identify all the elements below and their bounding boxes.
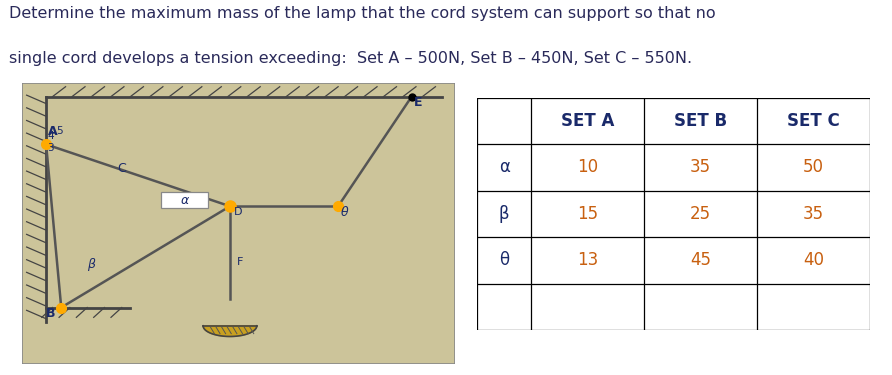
Text: A: A [48, 124, 58, 138]
Text: Determine the maximum mass of the lamp that the cord system can support so that : Determine the maximum mass of the lamp t… [9, 6, 715, 21]
Text: β: β [499, 205, 509, 223]
Text: β: β [87, 258, 95, 271]
Text: 5: 5 [56, 126, 62, 136]
Text: SET A: SET A [561, 112, 615, 130]
Text: 45: 45 [690, 251, 711, 269]
Text: α: α [499, 158, 509, 176]
Text: θ: θ [500, 251, 509, 269]
Text: 4: 4 [47, 131, 54, 141]
Text: B: B [46, 308, 55, 320]
Text: single cord develops a tension exceeding:  Set A – 500N, Set B – 450N, Set C – 5: single cord develops a tension exceeding… [9, 51, 692, 66]
Text: 25: 25 [690, 205, 711, 223]
Text: 15: 15 [577, 205, 599, 223]
Text: α: α [180, 194, 188, 207]
Text: D: D [235, 207, 243, 217]
Text: 3: 3 [47, 143, 54, 153]
Text: SET B: SET B [673, 112, 727, 130]
Text: 13: 13 [577, 251, 599, 269]
Bar [161, 192, 209, 208]
Text: E: E [414, 96, 422, 109]
Text: C: C [118, 162, 127, 176]
Text: θ: θ [340, 206, 348, 219]
Text: 10: 10 [577, 158, 599, 176]
Polygon shape [203, 326, 257, 336]
Text: 35: 35 [803, 205, 824, 223]
Text: 35: 35 [690, 158, 711, 176]
Text: 50: 50 [803, 158, 824, 176]
Text: F: F [236, 257, 243, 267]
Text: SET C: SET C [787, 112, 839, 130]
Text: 40: 40 [803, 251, 824, 269]
